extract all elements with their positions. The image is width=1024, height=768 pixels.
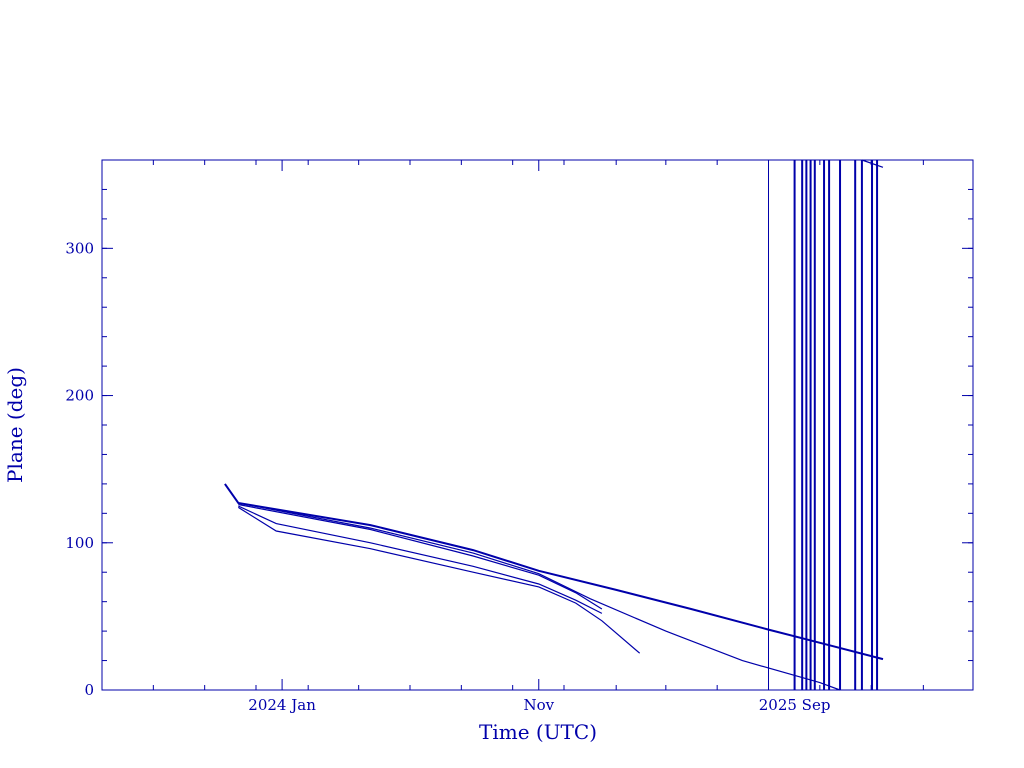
- y-tick-label: 100: [65, 534, 94, 552]
- series-line-3: [238, 503, 603, 610]
- major-ticks: [102, 160, 973, 691]
- data-series: [224, 483, 884, 691]
- x-tick-label: Nov: [523, 696, 554, 714]
- y-tick-label: 0: [84, 681, 94, 699]
- y-tick-label: 300: [65, 239, 94, 257]
- x-axis-title: Time (UTC): [479, 720, 597, 744]
- short-segment: [861, 159, 884, 168]
- y-axis-title: Plane (deg): [3, 367, 27, 483]
- series-line-4: [238, 505, 603, 614]
- vertical-lines: [768, 159, 884, 690]
- y-tick-label: 200: [65, 387, 94, 405]
- x-tick-label: 2025 Sep: [759, 696, 831, 714]
- x-tick-label: 2024 Jan: [248, 696, 316, 714]
- minor-ticks: [101, 159, 974, 691]
- plot-frame: [101, 159, 974, 691]
- series-line-2: [238, 502, 841, 691]
- tick-labels: 2024 Jan Nov 2025 Sep 0 100 200 300: [65, 239, 830, 714]
- series-line-5: [237, 506, 641, 654]
- series-line-1: [224, 483, 884, 661]
